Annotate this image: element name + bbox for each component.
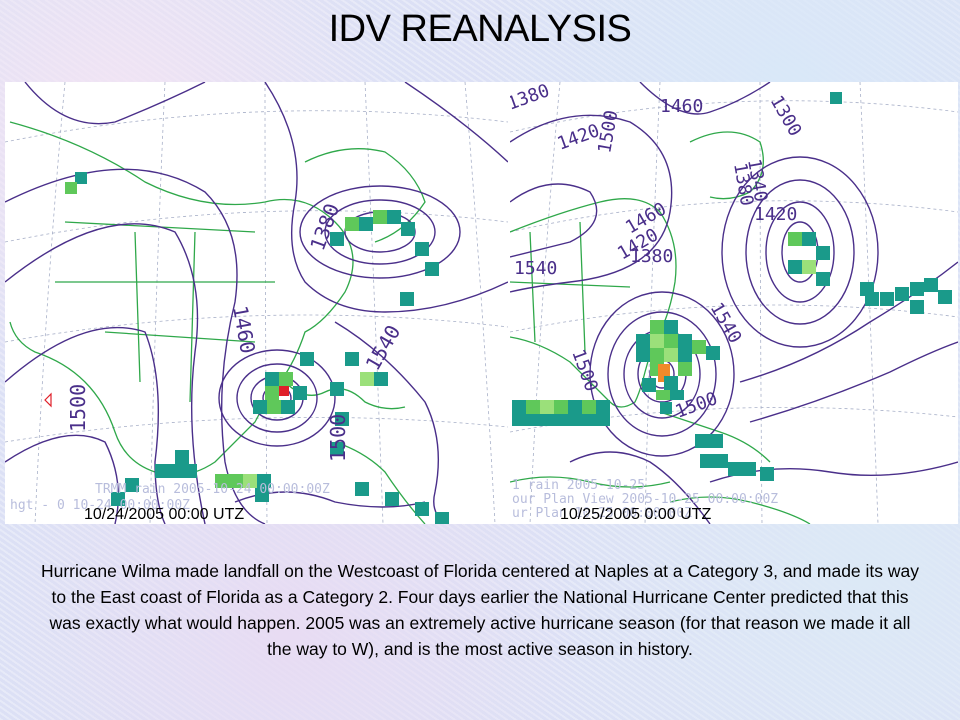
description-text: Hurricane Wilma made landfall on the Wes… — [40, 561, 920, 659]
left-map-graphic: 1500 1460 1380 1540 1500 — [5, 82, 508, 524]
map-stamp: TRMM rain 2005-10-24 00:00:00Z — [95, 482, 330, 497]
map-stamp: hgt - 0 10-24 00:00:00Z — [10, 498, 191, 513]
contour-label: 1420 — [754, 204, 797, 225]
right-map-graphic: 1380 1460 1420 1500 1300 1340 1380 1420 … — [510, 82, 958, 524]
map-stamp: 1 rain 2005-10-25 — [512, 478, 646, 493]
contour-label: 1460 — [660, 96, 703, 117]
map-stamp: our Plan View 2005-10-25 00:00:00Z — [512, 492, 779, 507]
left-date-label: 10/24/2005 00:00 UTZ — [84, 506, 245, 523]
contour-label: 1380 — [630, 246, 673, 267]
map-panels: 1500 1460 1380 1540 1500 TRMM rain 2005-… — [5, 82, 958, 524]
contour-label: 1540 — [514, 258, 557, 279]
map-stamp: ur Plan 10-25 00:00:00Z — [512, 506, 693, 521]
slide-title: IDV REANALYSIS — [328, 8, 632, 50]
contour-label: 1500 — [66, 384, 90, 432]
right-map: 1380 1460 1420 1500 1300 1340 1380 1420 … — [510, 82, 958, 524]
contour-label: 1500 — [326, 414, 350, 462]
left-map: 1500 1460 1380 1540 1500 TRMM rain 2005-… — [5, 82, 508, 524]
right-date-label: 10/25/2005 0:00 UTZ — [560, 506, 712, 523]
